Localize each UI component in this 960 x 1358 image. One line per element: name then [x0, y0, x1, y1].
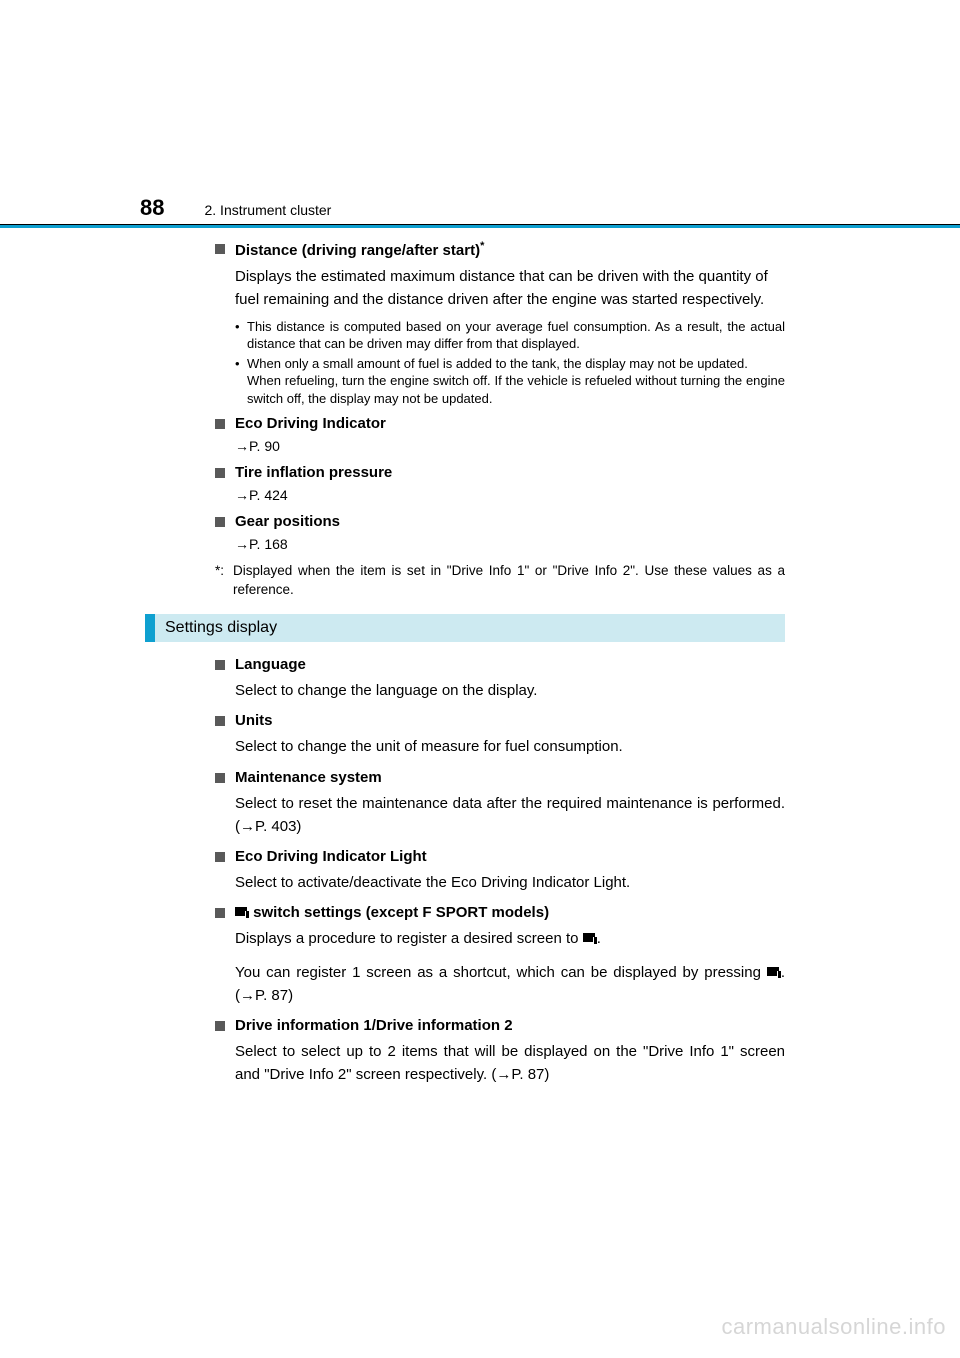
bullet-text-line: When refueling, turn the engine switch o…	[247, 372, 785, 407]
dot-icon: •	[235, 355, 247, 408]
text-fragment: .	[597, 930, 601, 947]
square-bullet-icon	[215, 660, 225, 670]
footnote-mark: *:	[215, 562, 233, 600]
bullet-text: When only a small amount of fuel is adde…	[247, 355, 785, 408]
square-bullet-icon	[215, 716, 225, 726]
square-bullet-icon	[215, 1021, 225, 1031]
display-icon	[235, 907, 249, 918]
section-title: Settings display	[155, 614, 785, 642]
square-bullet-icon	[215, 517, 225, 527]
setting-language: Language	[215, 656, 785, 673]
chapter-title: 2. Instrument cluster	[204, 202, 331, 218]
square-bullet-icon	[215, 852, 225, 862]
square-bullet-icon	[215, 244, 225, 254]
item-distance-sup: *	[480, 240, 484, 252]
setting-ecolight: Eco Driving Indicator Light	[215, 848, 785, 865]
section-accent	[145, 614, 155, 642]
setting-maintenance-title: Maintenance system	[235, 769, 382, 786]
setting-switch-title: switch settings (except F SPORT models)	[235, 904, 549, 921]
setting-units: Units	[215, 712, 785, 729]
item-tire-title: Tire inflation pressure	[235, 464, 392, 481]
setting-units-desc: Select to change the unit of measure for…	[235, 735, 785, 758]
item-gear: Gear positions	[215, 513, 785, 530]
setting-switch-desc1: Displays a procedure to register a desir…	[235, 927, 785, 950]
item-distance-title-text: Distance (driving range/after start)	[235, 242, 480, 259]
setting-maintenance-desc: Select to reset the maintenance data aft…	[235, 792, 785, 839]
square-bullet-icon	[215, 468, 225, 478]
bullet-text: This distance is computed based on your …	[247, 318, 785, 353]
square-bullet-icon	[215, 773, 225, 783]
setting-driveinfo: Drive information 1/Drive information 2	[215, 1017, 785, 1034]
watermark: carmanualsonline.info	[721, 1314, 946, 1340]
footnote-text: Displayed when the item is set in "Drive…	[233, 562, 785, 600]
bullet-row: • When only a small amount of fuel is ad…	[235, 355, 785, 408]
square-bullet-icon	[215, 908, 225, 918]
dot-icon: •	[235, 318, 247, 353]
section-bar: Settings display	[145, 614, 785, 642]
item-tire: Tire inflation pressure	[215, 464, 785, 481]
page-number: 88	[140, 195, 164, 221]
footnote: *: Displayed when the item is set in "Dr…	[215, 562, 785, 600]
setting-switch-title-text: switch settings (except F SPORT models)	[249, 904, 549, 921]
setting-switch-desc2: You can register 1 screen as a shortcut,…	[235, 961, 785, 1008]
bullet-text-line: When only a small amount of fuel is adde…	[247, 355, 785, 373]
item-eco-ref: →P. 90	[235, 438, 785, 454]
text-fragment: Displays a procedure to register a desir…	[235, 930, 583, 947]
setting-driveinfo-desc: Select to select up to 2 items that will…	[235, 1040, 785, 1087]
item-distance-desc: Displays the estimated maximum distance …	[235, 265, 785, 312]
display-icon	[767, 967, 781, 978]
display-icon	[583, 933, 597, 944]
setting-ecolight-desc: Select to activate/deactivate the Eco Dr…	[235, 871, 785, 894]
text-fragment: You can register 1 screen as a shortcut,…	[235, 964, 767, 981]
item-distance-bullets: • This distance is computed based on you…	[235, 318, 785, 408]
page-header: 88 2. Instrument cluster	[135, 195, 785, 221]
item-distance-title: Distance (driving range/after start)*	[235, 240, 484, 259]
bullet-row: • This distance is computed based on you…	[235, 318, 785, 353]
setting-driveinfo-title: Drive information 1/Drive information 2	[235, 1017, 513, 1034]
item-distance: Distance (driving range/after start)*	[215, 240, 785, 259]
setting-maintenance: Maintenance system	[215, 769, 785, 786]
item-eco: Eco Driving Indicator	[215, 415, 785, 432]
setting-language-desc: Select to change the language on the dis…	[235, 679, 785, 702]
setting-switch: switch settings (except F SPORT models)	[215, 904, 785, 921]
setting-ecolight-title: Eco Driving Indicator Light	[235, 848, 427, 865]
item-eco-title: Eco Driving Indicator	[235, 415, 386, 432]
item-gear-ref: →P. 168	[235, 536, 785, 552]
item-tire-ref: →P. 424	[235, 487, 785, 503]
square-bullet-icon	[215, 419, 225, 429]
item-gear-title: Gear positions	[235, 513, 340, 530]
setting-language-title: Language	[235, 656, 306, 673]
setting-units-title: Units	[235, 712, 273, 729]
